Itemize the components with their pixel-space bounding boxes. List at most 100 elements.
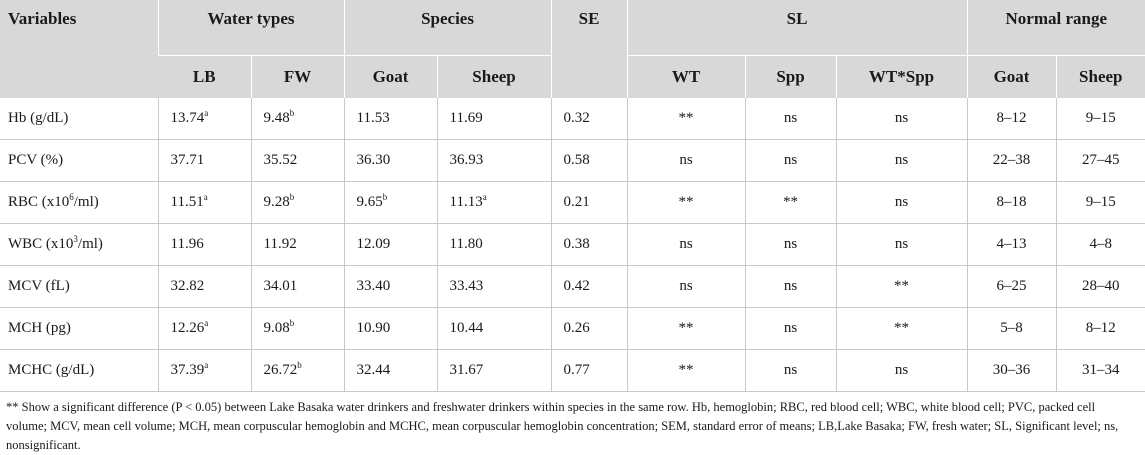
fw-value: 11.92 [263,236,297,252]
cell-sheep: 11.80 [436,223,552,266]
header-variables: Variables [0,0,158,98]
cell-wt-spp: ** [835,307,968,350]
cell-wt: ** [626,98,746,140]
sheep-value: 33.43 [449,278,484,294]
cell-spp: ** [744,181,837,224]
variable-suffix: /ml) [77,236,103,252]
cell-wt-spp: ns [835,98,968,140]
cell-sheep: 31.67 [436,349,552,392]
cell-goat: 32.44 [343,349,438,392]
cell-sheep: 11.13a [436,181,552,224]
lb-value: 12.26 [170,320,205,336]
sheep-value: 36.93 [449,152,484,168]
cell-variable: PCV (%) [0,139,158,182]
lb-sup: a [204,318,209,328]
cell-goat: 11.53 [343,98,438,140]
cell-nr-goat: 4–13 [966,223,1057,266]
cell-spp: ns [744,307,837,350]
header-se: SE [550,0,628,98]
fw-value: 9.08 [263,320,290,336]
cell-nr-goat: 6–25 [966,265,1057,308]
variable-sup: 3 [73,234,78,244]
variable-text: RBC (x10 [8,194,70,210]
cell-spp: ns [744,98,837,140]
variable-text: MCHC (g/dL) [8,362,95,378]
lb-sup: a [203,192,208,202]
cell-lb: 11.51a [157,181,251,224]
variable-suffix: /ml) [73,194,99,210]
cell-fw: 9.48b [250,98,345,140]
cell-se: 0.38 [550,223,628,266]
cell-nr-goat: 8–12 [966,98,1057,140]
table-footnote: ** Show a significant difference (P < 0.… [6,400,1119,452]
table-row: Hb (g/dL) 13.74a 9.48b 11.53 11.69 0.32 … [0,98,1145,140]
goat-value: 33.40 [356,278,391,294]
cell-nr-sheep: 28–40 [1055,265,1145,308]
variable-text: MCH (pg) [8,320,71,336]
cell-fw: 9.28b [250,181,345,224]
header-row-group: Variables Water types Species SE SL Norm… [0,0,1145,98]
cell-se: 0.21 [550,181,628,224]
cell-spp: ns [744,139,837,182]
cell-nr-sheep: 31–34 [1055,349,1145,392]
cell-nr-goat: 30–36 [966,349,1057,392]
cell-variable: MCV (fL) [0,265,158,308]
sheep-sup: a [482,192,487,202]
cell-variable: MCHC (g/dL) [0,349,158,392]
cell-wt-spp: ns [835,349,968,392]
cell-wt: ns [626,223,746,266]
cell-se: 0.32 [550,98,628,140]
cell-variable: WBC (x103/ml) [0,223,158,266]
fw-sup: b [297,360,302,370]
cell-lb: 11.96 [157,223,251,266]
cell-wt-spp: ns [835,181,968,224]
cell-fw: 9.08b [250,307,345,350]
goat-value: 12.09 [356,236,391,252]
sheep-value: 31.67 [449,362,484,378]
cell-variable: MCH (pg) [0,307,158,350]
cell-spp: ns [744,349,837,392]
cell-sheep: 10.44 [436,307,552,350]
lb-value: 32.82 [170,278,205,294]
variable-sup: 6 [69,192,74,202]
goat-value: 32.44 [356,362,391,378]
table-row: MCHC (g/dL) 37.39a 26.72b 32.44 31.67 0.… [0,349,1145,392]
header-sheep: Sheep [436,55,552,98]
cell-wt: ns [626,265,746,308]
cell-se: 0.42 [550,265,628,308]
lb-value: 37.71 [170,152,205,168]
sheep-value: 11.13 [449,194,483,210]
header-nr-goat: Goat [966,55,1057,98]
fw-sup: b [289,108,295,118]
cell-wt: ** [626,307,746,350]
fw-value: 9.48 [263,110,290,126]
cell-goat: 33.40 [343,265,438,308]
cell-lb: 13.74a [157,98,251,140]
lb-value: 37.39 [170,362,205,378]
cell-se: 0.26 [550,307,628,350]
fw-sup: b [289,192,295,202]
header-water-types: Water types [157,0,345,56]
fw-value: 9.28 [263,194,290,210]
header-wt: WT [626,55,746,98]
lb-sup: a [204,360,209,370]
cell-wt-spp: ** [835,265,968,308]
header-fw: FW [250,55,345,98]
goat-value: 11.53 [356,110,390,126]
goat-value: 9.65 [356,194,383,210]
sheep-value: 10.44 [449,320,484,336]
header-nr-sheep: Sheep [1055,55,1145,98]
cell-se: 0.77 [550,349,628,392]
fw-sup: b [289,318,295,328]
cell-wt: ** [626,349,746,392]
header-goat: Goat [343,55,438,98]
cell-wt: ns [626,139,746,182]
cell-nr-sheep: 4–8 [1055,223,1145,266]
cell-variable: RBC (x106/ml) [0,181,158,224]
cell-lb: 32.82 [157,265,251,308]
variable-text: WBC (x10 [8,236,74,252]
fw-value: 35.52 [263,152,298,168]
table-row: WBC (x103/ml) 11.96 11.92 12.09 11.80 0.… [0,223,1145,266]
cell-spp: ns [744,265,837,308]
